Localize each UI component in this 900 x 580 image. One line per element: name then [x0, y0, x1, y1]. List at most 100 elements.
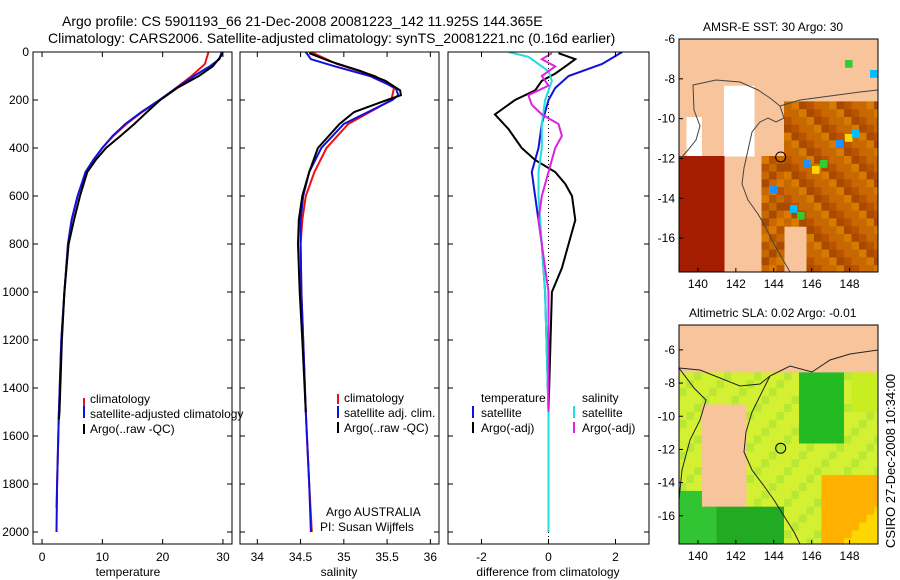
- sst-cell: [821, 241, 830, 251]
- sst-cell: [694, 195, 702, 204]
- sla-cell: [851, 372, 860, 381]
- sla-cell: [754, 388, 762, 397]
- sla-cell: [836, 538, 845, 544]
- sst-cell: [776, 249, 785, 258]
- sla-cell: [814, 538, 822, 544]
- sst-cell: [836, 218, 845, 227]
- sst-cell: [829, 101, 837, 110]
- sla-cell: [821, 514, 830, 523]
- sst-cell: [874, 218, 878, 227]
- sst-cell: [844, 257, 852, 266]
- sla-cell: [799, 443, 807, 452]
- sla-cell: [776, 396, 785, 405]
- sla-cell: [769, 419, 777, 429]
- sla-cell: [761, 372, 770, 381]
- sla-cell: [769, 427, 777, 437]
- sst-cell: [829, 163, 837, 173]
- sla-cell: [784, 490, 792, 500]
- sst-cell: [694, 148, 702, 157]
- sst-cell: [709, 249, 717, 258]
- sst-cell: [784, 148, 792, 157]
- salinity-axes-box: [239, 51, 440, 545]
- sla-cell: [836, 490, 845, 500]
- sla-cell: [739, 396, 747, 405]
- sla-cell: [776, 411, 785, 421]
- sst-cell: [791, 109, 800, 118]
- sla-cell: [791, 490, 800, 500]
- sst-cell: [851, 226, 860, 235]
- y-tick-label: 1400: [2, 381, 29, 395]
- sst-cell: [806, 124, 815, 134]
- sst-cell: [709, 195, 717, 204]
- sla-cell: [836, 459, 845, 468]
- sla-cell: [769, 514, 777, 523]
- sla-cell: [776, 388, 785, 397]
- sla-cell: [866, 538, 875, 544]
- salinity-panel: 34 34.5 35 35.5 36 climatology satellite adj…: [239, 51, 440, 579]
- sla-cell: [776, 443, 785, 452]
- sla-cell: [829, 372, 837, 381]
- sal-argo-line: [296, 52, 403, 413]
- sst-cell: [701, 171, 710, 180]
- sla-cell: [694, 372, 702, 381]
- sst-cell: [836, 109, 845, 118]
- sla-cell: [844, 451, 852, 460]
- sst-map-panel: AMSR-E SST: 30 Argo: 30 140 142 144 146 148 -…: [658, 20, 879, 291]
- sla-cell: [829, 411, 837, 421]
- sla-cell: [844, 396, 852, 405]
- sst-cell: [821, 187, 830, 196]
- sla-cell: [739, 506, 747, 516]
- sst-cell: [851, 249, 860, 258]
- sla-cell: [709, 396, 717, 405]
- sla-cell: [874, 427, 878, 437]
- sst-cell: [836, 210, 845, 219]
- sla-cell: [821, 538, 830, 544]
- sst-cell: [679, 218, 687, 227]
- sst-cell: [784, 210, 792, 219]
- sst-cell: [829, 117, 837, 126]
- sla-cell: [851, 475, 860, 484]
- sla-cell: [761, 427, 770, 437]
- sst-data-cells: [679, 60, 878, 272]
- sla-cell: [686, 498, 695, 508]
- legend-label-satellite: satellite-adjusted climatology: [90, 407, 243, 421]
- sst-cell: [859, 234, 867, 243]
- temp-argo-line: [57, 52, 224, 420]
- sla-cell: [761, 396, 770, 405]
- sla-cell: [679, 396, 687, 405]
- sla-cell: [716, 372, 725, 381]
- sla-cell: [716, 506, 725, 516]
- sla-cell: [874, 411, 878, 421]
- sst-cell: [874, 132, 878, 141]
- sst-cell: [716, 249, 725, 258]
- sst-cell: [716, 234, 725, 243]
- sst-cell: [739, 124, 747, 134]
- sla-cell: [776, 435, 785, 444]
- sla-cell: [754, 419, 762, 429]
- sla-cell: [874, 443, 878, 452]
- sst-cell: [776, 234, 785, 243]
- sla-cell: [784, 483, 792, 492]
- sla-cell: [859, 396, 867, 405]
- sst-cell: [701, 226, 710, 235]
- sst-cell: [851, 202, 860, 212]
- sst-cell: [724, 132, 732, 141]
- sst-cell: [776, 187, 785, 196]
- sst-cell: [686, 140, 695, 149]
- map-x-tick-label: 140: [688, 549, 708, 563]
- sst-cell: [829, 140, 837, 149]
- sst-cell: [814, 117, 822, 126]
- sst-cell: [806, 109, 815, 118]
- map-y-tick-label: -16: [658, 231, 676, 245]
- sla-cell: [806, 459, 815, 468]
- sst-cell: [784, 140, 792, 149]
- sst-cell: [686, 187, 695, 196]
- sla-data-cells: [679, 372, 878, 544]
- sla-cell: [761, 451, 770, 460]
- sla-cell: [859, 475, 867, 484]
- x-tick-label: 20: [156, 550, 170, 564]
- sst-cell: [844, 241, 852, 251]
- sst-cell: [836, 124, 845, 134]
- sla-cell: [784, 459, 792, 468]
- diff-sal-satellite-line: [508, 52, 553, 532]
